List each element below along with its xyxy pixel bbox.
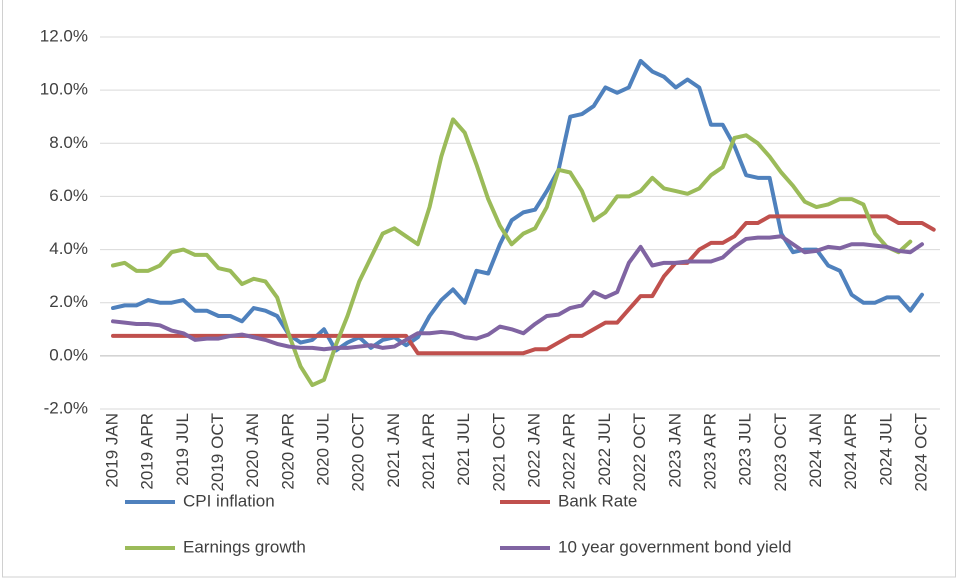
series-line xyxy=(111,117,913,388)
series-line xyxy=(111,234,924,352)
x-tick-label: 2023 JAN xyxy=(665,413,684,488)
legend-label: Bank Rate xyxy=(558,491,637,510)
y-tick-label: 6.0% xyxy=(49,186,88,205)
x-tick-label: 2020 OCT xyxy=(349,413,368,491)
legend-label: Earnings growth xyxy=(183,537,306,556)
x-tick-label: 2023 APR xyxy=(700,413,719,490)
x-tick-label: 2022 OCT xyxy=(630,413,649,491)
x-tick-label: 2021 JUL xyxy=(454,413,473,486)
series-line xyxy=(111,58,924,353)
x-tick-label: 2024 JAN xyxy=(806,413,825,488)
x-tick-label: 2019 APR xyxy=(138,413,157,490)
x-tick-label: 2019 JAN xyxy=(102,413,121,488)
x-tick-label: 2019 OCT xyxy=(208,413,227,491)
x-tick-label: 2022 APR xyxy=(560,413,579,490)
x-tick-label: 2022 JUL xyxy=(595,413,614,486)
x-tick-label: 2020 JUL xyxy=(314,413,333,486)
x-tick-label: 2022 JAN xyxy=(525,413,544,488)
x-tick-label: 2024 JUL xyxy=(876,413,895,486)
x-tick-label: 2023 OCT xyxy=(771,413,790,491)
y-tick-label: 8.0% xyxy=(49,133,88,152)
y-tick-label: 4.0% xyxy=(49,239,88,258)
y-tick-label: 0.0% xyxy=(49,345,88,364)
x-tick-label: 2024 APR xyxy=(841,413,860,490)
x-tick-label: 2020 APR xyxy=(278,413,297,490)
y-tick-label: 12.0% xyxy=(40,26,88,45)
x-tick-label: 2020 JAN xyxy=(243,413,262,488)
x-tick-label: 2024 OCT xyxy=(911,413,930,491)
x-tick-label: 2021 JAN xyxy=(384,413,403,488)
x-tick-label: 2021 OCT xyxy=(489,413,508,491)
x-tick-label: 2019 JUL xyxy=(173,413,192,486)
legend-label: 10 year government bond yield xyxy=(558,537,791,556)
x-tick-label: 2021 APR xyxy=(419,413,438,490)
y-tick-label: 2.0% xyxy=(49,292,88,311)
y-tick-label: 10.0% xyxy=(40,80,88,99)
x-tick-label: 2023 JUL xyxy=(736,413,755,486)
y-tick-label: -2.0% xyxy=(44,398,88,417)
legend-label: CPI inflation xyxy=(183,491,275,510)
